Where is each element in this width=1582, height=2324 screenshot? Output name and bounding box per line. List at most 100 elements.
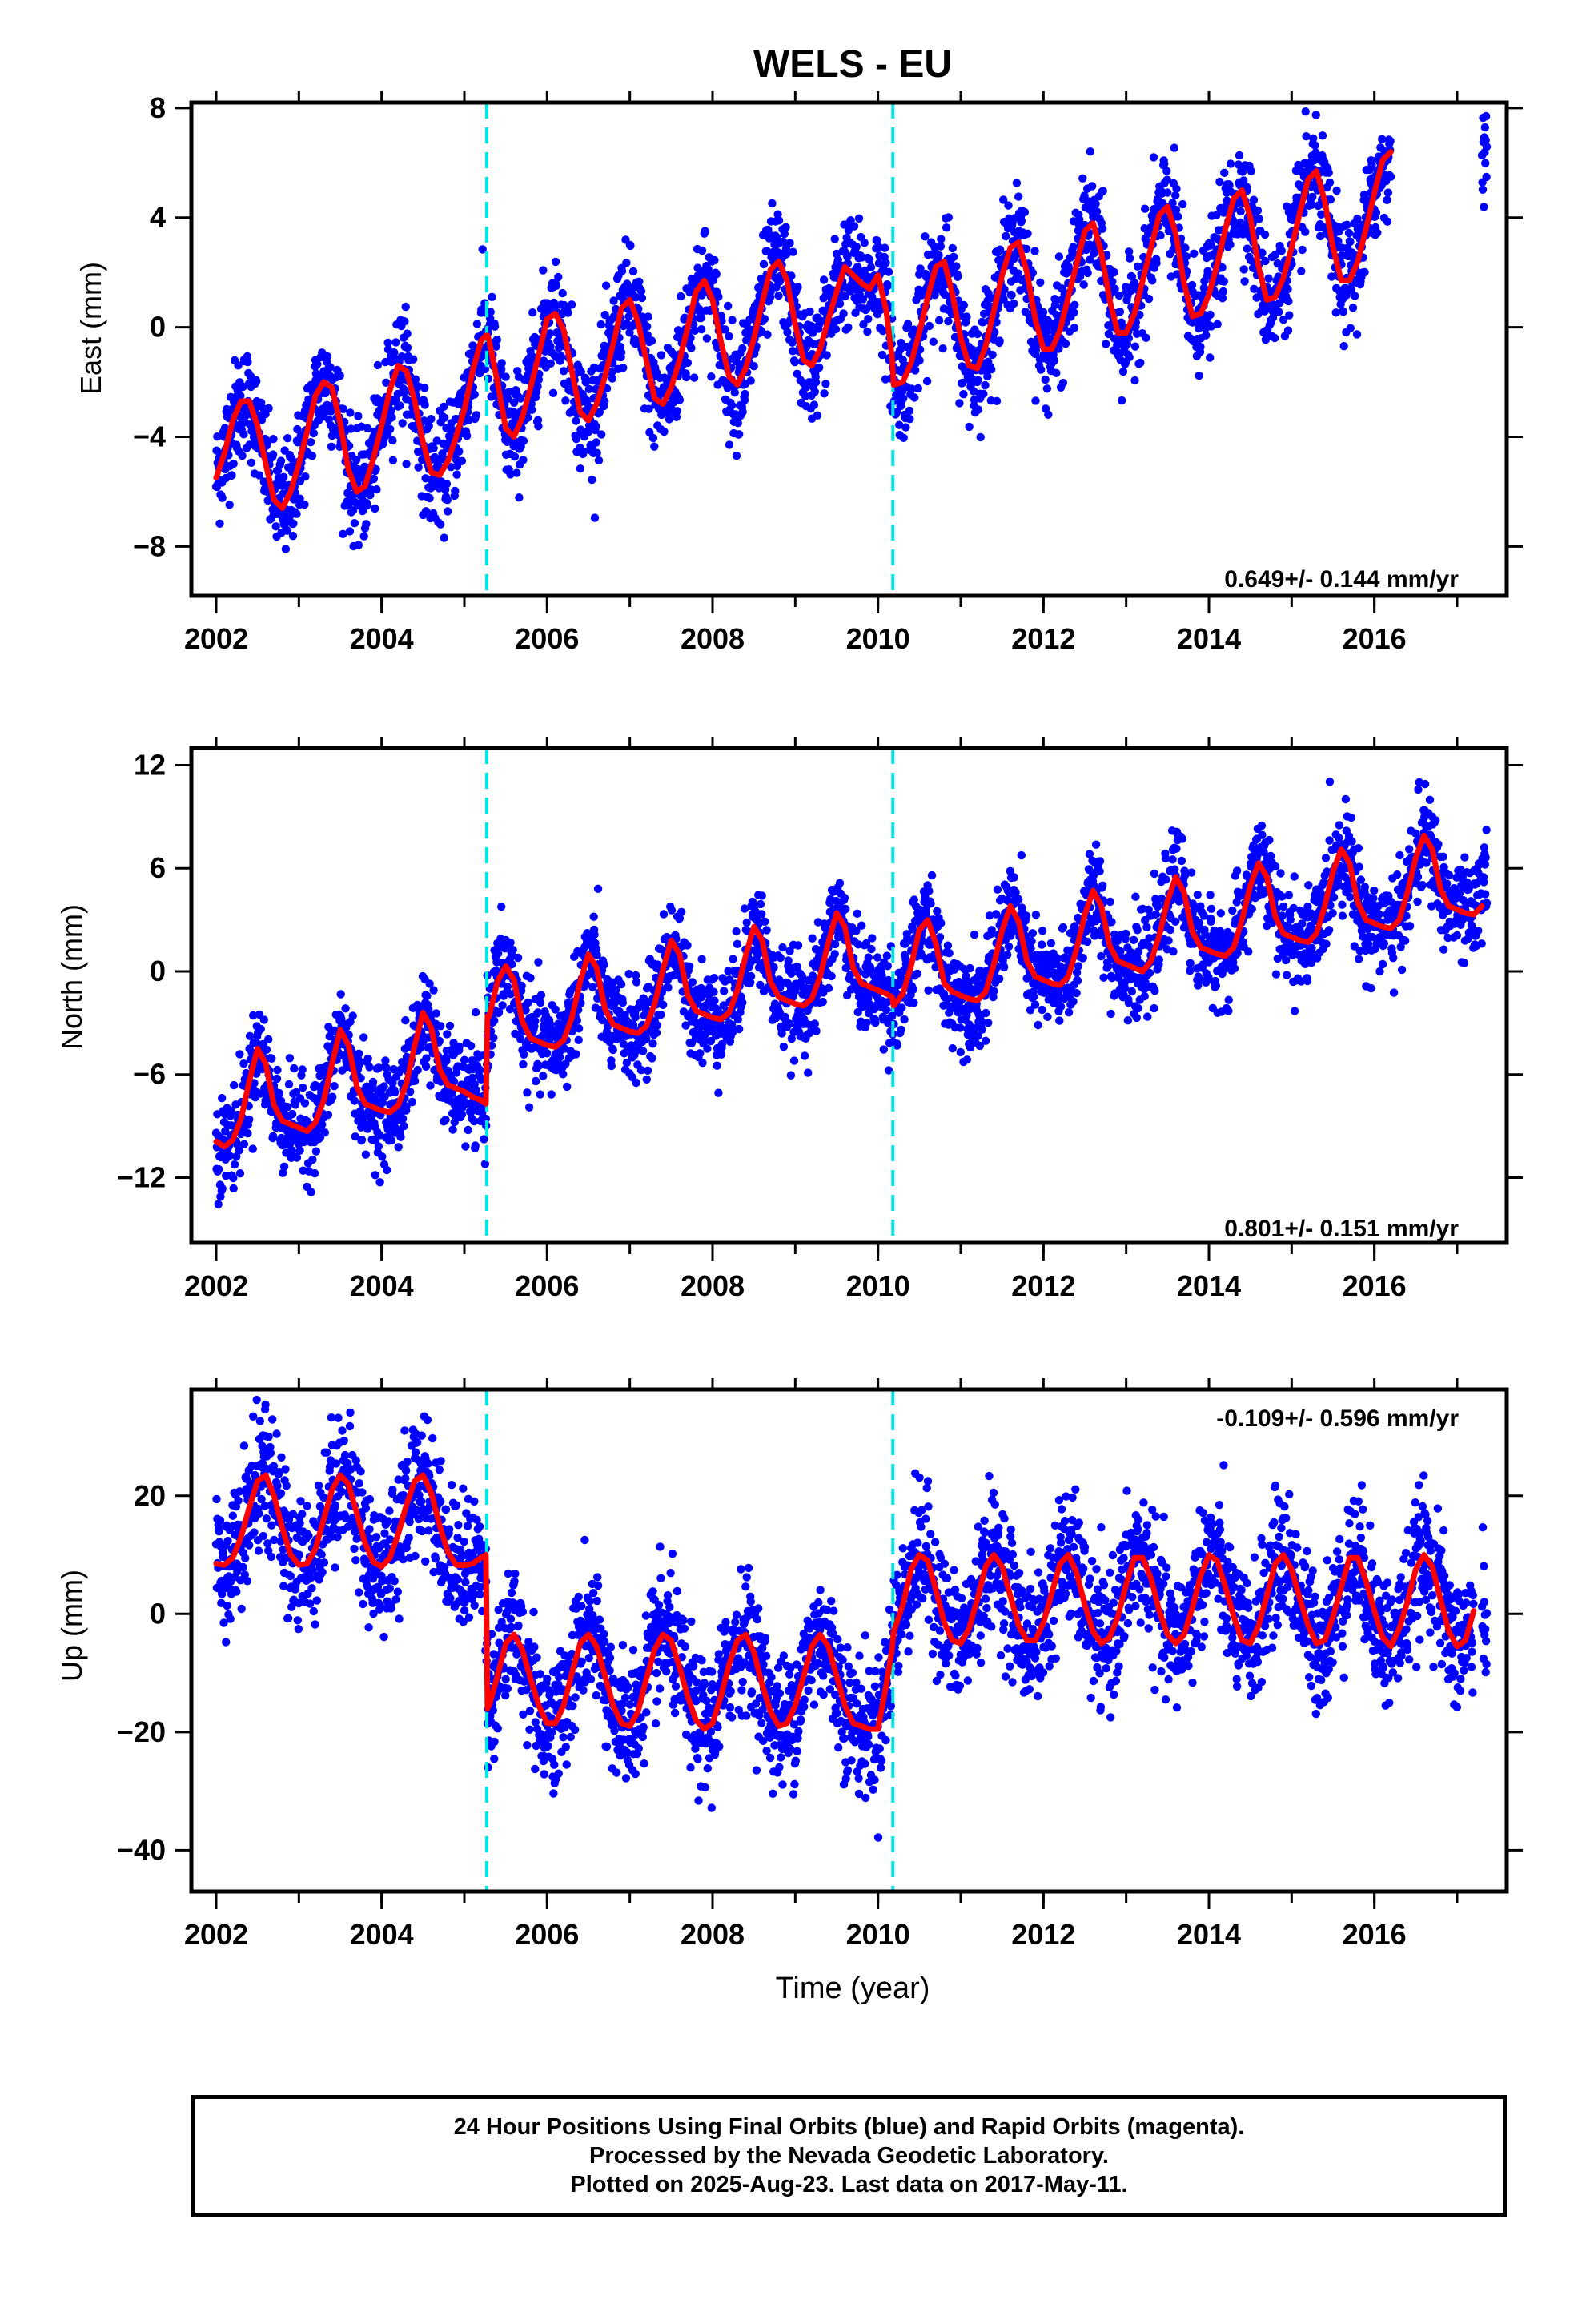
data-point — [859, 320, 868, 329]
data-point — [763, 330, 772, 339]
data-point — [922, 376, 932, 386]
data-point — [480, 364, 490, 374]
data-point — [1050, 295, 1059, 304]
data-point — [218, 1184, 227, 1193]
data-point — [1416, 0, 1424, 4]
data-point — [276, 456, 286, 465]
data-point — [288, 532, 298, 541]
data-point — [911, 366, 920, 375]
data-point — [1098, 187, 1107, 195]
data-point — [1408, 0, 1416, 4]
data-point — [1457, 0, 1465, 4]
data-point — [1391, 0, 1399, 4]
data-point — [1030, 247, 1039, 255]
data-point — [1070, 308, 1078, 317]
data-point — [1038, 308, 1048, 316]
data-point — [262, 1045, 271, 1055]
data-point — [1455, 0, 1463, 4]
data-point — [1464, 0, 1472, 4]
data-point — [644, 404, 653, 413]
data-point — [979, 389, 988, 398]
data-point — [1236, 207, 1245, 216]
data-point — [685, 962, 694, 971]
data-point — [1353, 215, 1362, 223]
data-point — [539, 1072, 548, 1080]
data-point — [497, 364, 506, 373]
data-point — [1284, 296, 1293, 306]
data-point — [1431, 0, 1439, 4]
data-point — [506, 938, 515, 947]
data-point — [490, 1016, 499, 1025]
data-point — [1037, 365, 1046, 374]
data-point — [1148, 276, 1157, 285]
data-point — [1416, 0, 1424, 4]
data-point — [1152, 259, 1161, 267]
data-point — [361, 1150, 371, 1159]
data-point — [1235, 151, 1244, 160]
data-point — [811, 378, 821, 387]
data-point — [487, 392, 496, 401]
data-point — [425, 493, 434, 503]
data-point — [490, 322, 500, 331]
data-point — [230, 1160, 239, 1169]
data-point — [551, 300, 560, 310]
data-point — [313, 1082, 322, 1091]
data-point — [1442, 0, 1450, 4]
data-point — [440, 413, 449, 422]
data-point — [1360, 267, 1369, 277]
data-point — [1389, 0, 1397, 4]
data-point — [1463, 0, 1471, 4]
data-point — [467, 1041, 476, 1051]
data-point — [835, 299, 845, 308]
data-point — [1393, 0, 1401, 4]
data-point — [574, 1035, 583, 1045]
data-point — [675, 396, 685, 404]
data-point — [687, 344, 696, 352]
data-point — [326, 363, 335, 372]
panel-east: East (mm) 0.649+/- 0.144 mm/yr 2002 2004 2… — [74, 0, 1523, 655]
data-point — [226, 1106, 235, 1115]
data-point — [1337, 251, 1347, 259]
data-point — [1392, 0, 1400, 4]
data-point — [215, 519, 224, 528]
data-point — [1044, 410, 1053, 419]
data-point — [1239, 176, 1248, 185]
data-point — [574, 1024, 584, 1033]
data-point — [1475, 0, 1483, 4]
data-point — [1446, 0, 1454, 4]
data-point — [295, 1146, 304, 1156]
data-point — [1412, 0, 1420, 4]
data-point — [1213, 320, 1222, 328]
data-point — [533, 382, 542, 391]
data-point — [1401, 0, 1409, 4]
data-point — [1141, 204, 1150, 213]
data-point — [1398, 0, 1406, 4]
data-point — [365, 1063, 374, 1072]
data-point — [1394, 0, 1402, 4]
data-point — [519, 436, 528, 445]
data-point — [1149, 153, 1158, 162]
data-point — [934, 316, 944, 325]
data-point — [592, 422, 600, 431]
data-point — [510, 452, 520, 461]
data-point — [1344, 228, 1354, 238]
data-point — [1130, 342, 1140, 351]
data-point — [1421, 0, 1429, 4]
data-point — [480, 1160, 490, 1168]
data-point — [1239, 265, 1248, 274]
data-point — [1433, 0, 1441, 4]
data-point — [218, 493, 227, 502]
data-point — [1423, 0, 1431, 4]
data-point — [235, 1169, 245, 1178]
data-point — [572, 416, 580, 425]
data-point — [701, 227, 709, 235]
data-point — [298, 1065, 307, 1074]
data-point — [292, 1153, 302, 1162]
data-point — [600, 310, 609, 320]
data-point — [1181, 243, 1190, 252]
data-point — [378, 1152, 387, 1161]
data-point — [1400, 0, 1408, 4]
data-point — [1436, 0, 1444, 4]
data-point — [1428, 0, 1436, 4]
data-point — [698, 1059, 707, 1068]
